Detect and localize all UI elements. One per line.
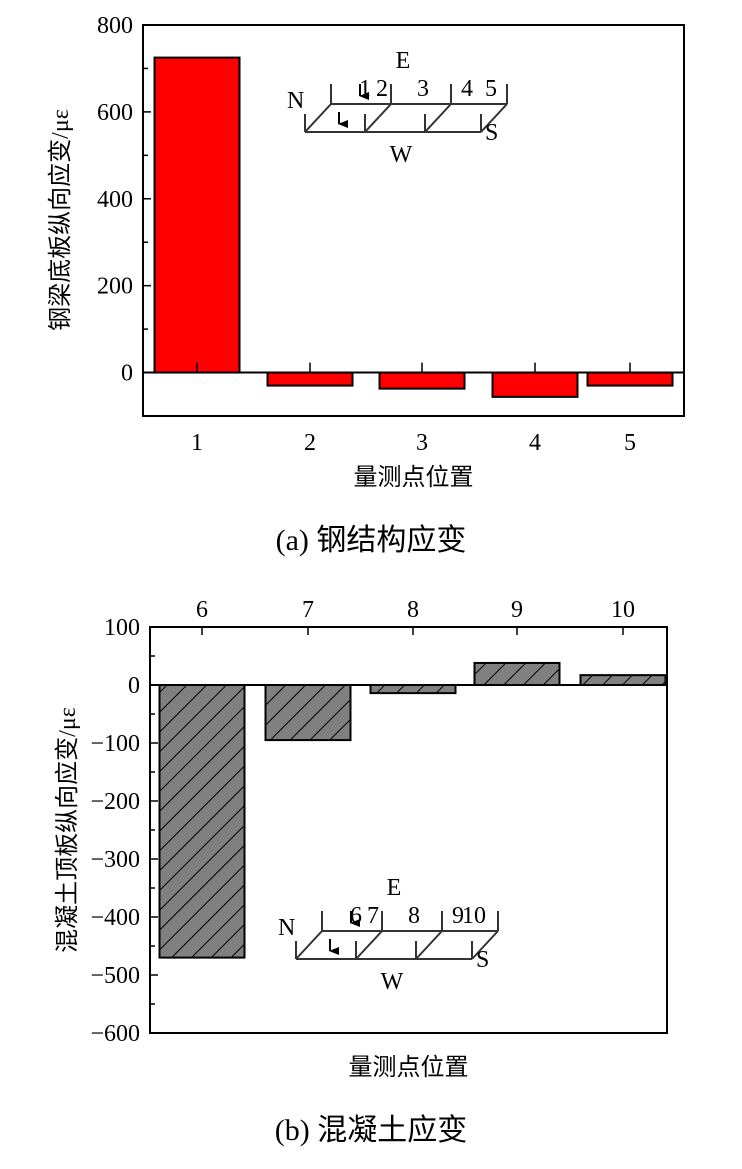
y-tick-label: 100 — [104, 615, 140, 641]
inset-label-n: N — [278, 915, 295, 941]
y-tick-label: −600 — [90, 1021, 140, 1047]
y-tick-label: 400 — [97, 187, 133, 213]
inset-point-label: 3 — [417, 76, 429, 102]
inset-point-label: 10 — [462, 903, 486, 929]
y-tick-label: 0 — [121, 361, 133, 387]
inset-point-label: 1 — [359, 76, 371, 102]
inset-web — [480, 84, 508, 133]
y-tick-label: −400 — [90, 905, 140, 931]
x-tick-label: 10 — [611, 597, 635, 623]
inset-label-s: S — [485, 120, 498, 146]
inset-web — [415, 911, 443, 960]
bar-6 — [158, 684, 246, 959]
figure-caption: (b) 混凝土应变 — [275, 1114, 467, 1147]
inset-web — [364, 84, 392, 133]
inset-point-label: 5 — [485, 76, 497, 102]
y-tick-label: −200 — [90, 789, 140, 815]
plot-frame — [142, 24, 685, 417]
x-axis-label: 量测点位置 — [354, 464, 474, 491]
inset-point-label: 6 — [350, 903, 362, 929]
inset-web — [355, 911, 383, 960]
inset-label-e: E — [387, 875, 402, 901]
bar-9 — [473, 661, 561, 687]
bar-1 — [153, 56, 241, 374]
y-tick-label: −100 — [90, 731, 140, 757]
inset-diagram: E W N S 1 2 3 4 5 — [287, 48, 508, 168]
inset-diagram: E W N S 6 7 8 910 — [278, 875, 499, 995]
inset-web — [424, 84, 452, 133]
figure-caption: (a) 钢结构应变 — [276, 524, 467, 557]
inset-label-w: W — [390, 142, 413, 168]
bar-3 — [378, 371, 466, 390]
x-tick-label: 3 — [416, 430, 428, 456]
bar-4 — [491, 371, 579, 398]
bar-2 — [266, 371, 354, 387]
y-tick-label: 600 — [97, 100, 133, 126]
inset-label-w: W — [381, 969, 404, 995]
inset-point-label: 9 — [452, 903, 464, 929]
x-tick-label: 8 — [407, 597, 419, 623]
bar-10 — [579, 674, 667, 687]
x-tick-label: 1 — [191, 430, 203, 456]
inset-beam — [296, 930, 498, 960]
y-tick-label: 800 — [97, 13, 133, 39]
bar-5 — [586, 371, 674, 387]
x-tick-label: 9 — [511, 597, 523, 623]
inset-beam — [305, 103, 507, 133]
x-tick-label: 4 — [529, 430, 541, 456]
y-tick-label: −500 — [90, 963, 140, 989]
inset-label-e: E — [396, 48, 411, 74]
inset-web — [471, 911, 499, 960]
inset-label-s: S — [476, 947, 489, 973]
inset-label-n: N — [287, 88, 304, 114]
x-tick-label: 7 — [302, 597, 314, 623]
x-tick-label: 6 — [196, 597, 208, 623]
y-axis-label: 钢梁底板纵向应变/με — [47, 109, 74, 331]
x-tick-label: 5 — [624, 430, 636, 456]
bar-8 — [369, 684, 457, 695]
inset-point-label: 2 — [376, 76, 388, 102]
y-axis-label: 混凝土顶板纵向应变/με — [54, 707, 81, 953]
inset-point-label: 8 — [408, 903, 420, 929]
x-axis-label: 量测点位置 — [349, 1054, 469, 1081]
y-tick-label: 0 — [128, 673, 140, 699]
y-tick-label: −300 — [90, 847, 140, 873]
inset-web — [304, 84, 332, 133]
y-tick-label: 200 — [97, 274, 133, 300]
bar-7 — [264, 684, 352, 742]
inset-point-label: 7 — [367, 903, 379, 929]
inset-point-label: 4 — [461, 76, 473, 102]
inset-web — [295, 911, 323, 960]
x-tick-label: 2 — [304, 430, 316, 456]
